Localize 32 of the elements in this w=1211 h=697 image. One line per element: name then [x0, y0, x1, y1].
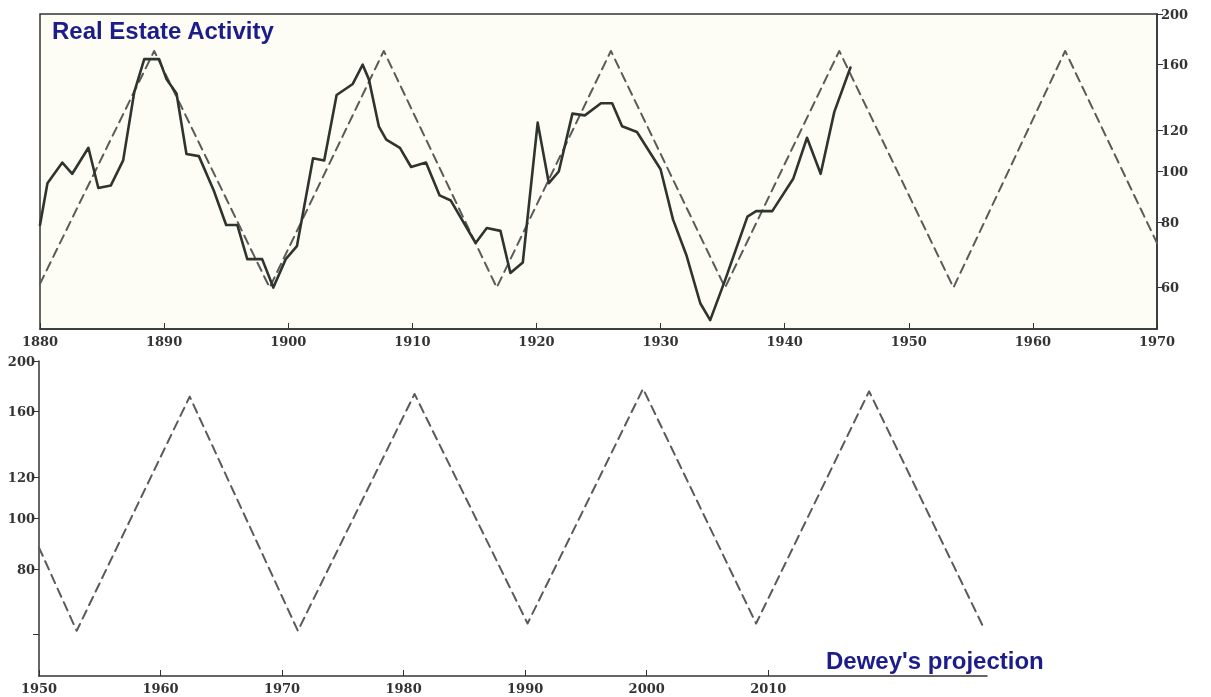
x-tick-label: 1890	[146, 334, 183, 349]
x-tick-label: 1940	[766, 334, 803, 349]
y-tick-label: 200	[7, 353, 35, 369]
line-series	[38, 387, 985, 632]
x-tick-label: 1950	[20, 681, 58, 696]
x-tick-label: 1980	[385, 681, 422, 696]
y-tick-label: 60	[1161, 280, 1180, 296]
x-tick-label: 2010	[750, 681, 787, 696]
x-tick-label: 2000	[628, 681, 665, 696]
y-tick-label: 160	[7, 404, 35, 420]
x-tick-label: 1880	[21, 334, 59, 349]
y-tick-label: 100	[1161, 164, 1189, 179]
annotation: Dewey's projection	[826, 646, 1044, 674]
y-tick-label: 80	[16, 561, 35, 577]
x-tick-label: 1930	[642, 334, 679, 349]
x-tick-label: 1970	[1138, 334, 1176, 349]
x-tick-label: 1900	[270, 334, 307, 349]
y-tick-label: 80	[1161, 214, 1180, 230]
x-tick-label: 1920	[518, 334, 555, 349]
line-series	[39, 49, 1158, 289]
x-tick-label: 1950	[890, 334, 927, 349]
y-tick-label: 100	[7, 511, 35, 526]
x-tick-label: 1960	[1014, 334, 1051, 349]
x-tick-label: 1970	[263, 681, 301, 696]
x-tick-label: 1960	[142, 681, 179, 696]
x-tick-label: 1910	[394, 334, 431, 349]
y-tick-label: 120	[1161, 122, 1189, 138]
y-tick-label: 200	[1161, 6, 1189, 22]
y-tick-label: 120	[7, 469, 35, 485]
y-tick-label: 160	[1161, 57, 1189, 73]
x-tick-label: 1990	[507, 681, 544, 696]
chart-title: Real Estate Activity	[52, 16, 275, 44]
